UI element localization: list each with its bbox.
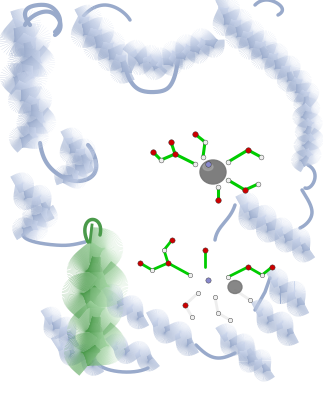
Ellipse shape [200, 160, 226, 184]
Ellipse shape [203, 164, 213, 170]
Ellipse shape [228, 280, 242, 294]
